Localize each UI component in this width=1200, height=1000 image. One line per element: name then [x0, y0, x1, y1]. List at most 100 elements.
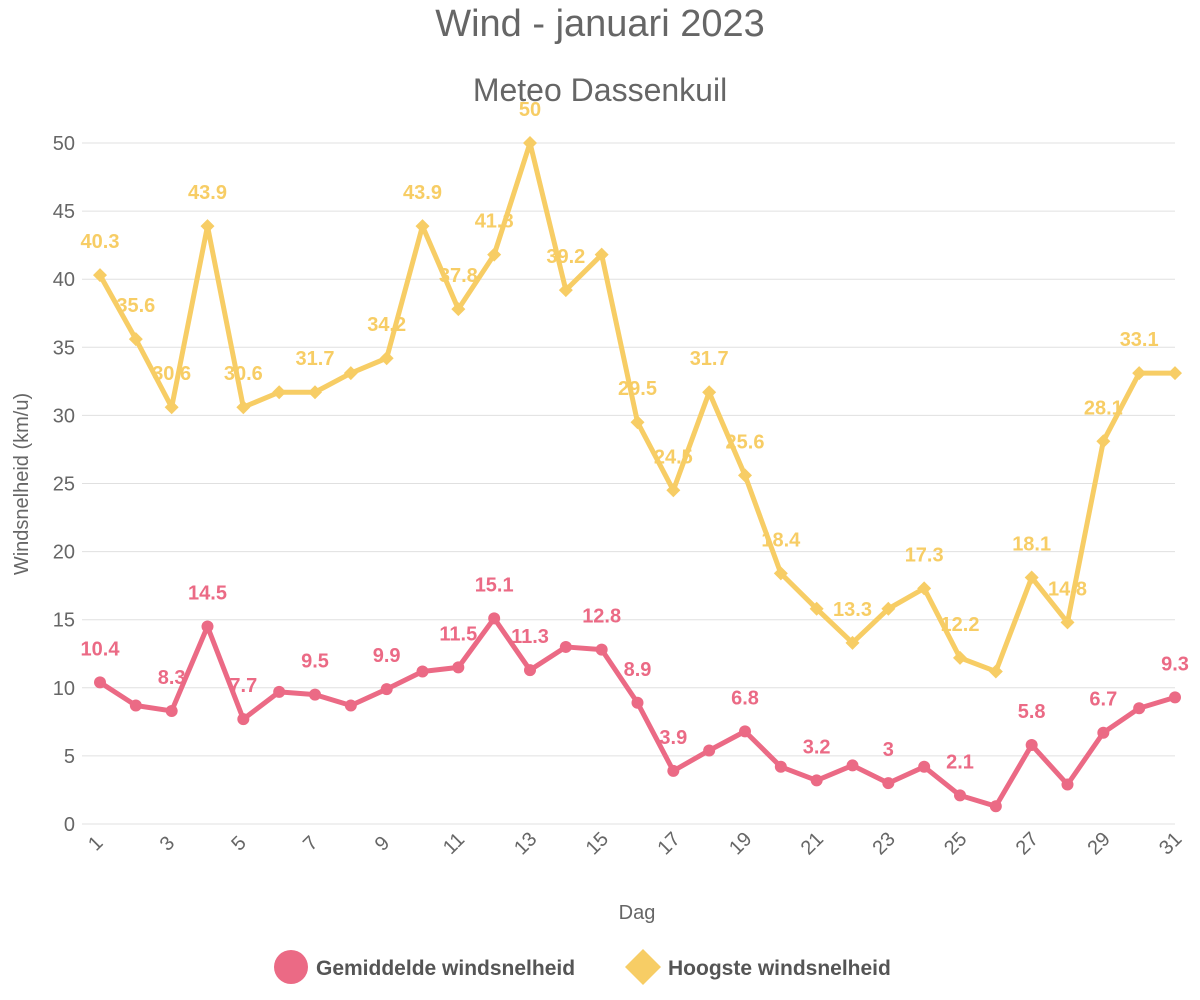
y-tick-label: 35 [53, 337, 75, 359]
data-point[interactable] [594, 247, 609, 262]
data-point[interactable] [666, 483, 681, 498]
data-point[interactable] [989, 800, 1002, 813]
data-point[interactable] [201, 620, 214, 633]
data-point[interactable] [810, 774, 823, 787]
data-point[interactable] [94, 676, 106, 689]
data-point[interactable] [774, 760, 787, 773]
y-tick-label: 45 [53, 201, 75, 223]
data-point[interactable] [129, 699, 142, 712]
x-tick-label: 29 [1083, 828, 1114, 859]
data-point[interactable] [773, 566, 788, 581]
data-point[interactable] [273, 685, 286, 698]
data-label: 34.2 [367, 314, 406, 336]
series-line [97, 140, 1178, 674]
data-point[interactable] [1061, 778, 1074, 791]
data-point[interactable] [1060, 615, 1075, 630]
data-label: 30.6 [224, 363, 263, 385]
data-label: 17.3 [905, 544, 944, 566]
data-label: 6.7 [1089, 689, 1117, 711]
data-label: 5.8 [1018, 701, 1046, 723]
data-point[interactable] [1096, 434, 1111, 449]
data-point[interactable] [164, 400, 179, 415]
data-label: 39.2 [546, 246, 585, 268]
data-point[interactable] [630, 415, 645, 430]
data-label: 9.9 [373, 645, 401, 667]
data-point[interactable] [200, 219, 215, 234]
data-label: 30.6 [152, 363, 191, 385]
data-label: 6.8 [731, 687, 759, 709]
data-point[interactable] [236, 400, 251, 415]
data-point[interactable] [1097, 726, 1110, 739]
data-label: 31.7 [690, 348, 729, 370]
legend-item-gemiddelde[interactable]: Gemiddelde windsnelheid [274, 950, 575, 984]
y-tick-label: 5 [64, 746, 75, 768]
data-label: 9.3 [1161, 653, 1189, 675]
data-point[interactable] [379, 351, 394, 366]
data-point[interactable] [488, 612, 501, 625]
data-point[interactable] [93, 268, 107, 283]
data-point[interactable] [415, 219, 430, 234]
data-point[interactable] [272, 385, 287, 400]
data-point[interactable] [988, 664, 1003, 679]
data-point[interactable] [595, 643, 608, 656]
data-point[interactable] [309, 688, 321, 701]
legend-label: Hoogste windsnelheid [668, 957, 891, 980]
data-point[interactable] [165, 704, 178, 717]
x-tick-label: 31 [1155, 828, 1186, 859]
legend[interactable]: Gemiddelde windsnelheid Hoogste windsnelh… [274, 949, 891, 985]
data-point[interactable] [1169, 691, 1181, 704]
data-point[interactable] [953, 650, 967, 665]
data-label: 2.1 [946, 751, 974, 773]
x-tick-label: 15 [582, 828, 613, 859]
data-point[interactable] [846, 759, 859, 772]
series-hoogste [93, 136, 1182, 679]
data-point[interactable] [1024, 570, 1039, 585]
chart-title: Wind - januari 2023 [435, 3, 765, 45]
data-label: 12.2 [941, 614, 980, 636]
data-label: 7.7 [229, 675, 257, 697]
data-point[interactable] [845, 635, 860, 650]
data-point[interactable] [738, 468, 752, 483]
y-axis-label: Windsnelheid (km/u) [11, 393, 33, 575]
data-point[interactable] [881, 601, 896, 616]
data-label: 3.9 [659, 727, 687, 749]
data-point[interactable] [128, 332, 143, 347]
data-point[interactable] [667, 764, 680, 777]
data-point[interactable] [1133, 702, 1146, 715]
data-point[interactable] [380, 683, 393, 696]
data-point[interactable] [487, 247, 502, 262]
x-tick-label: 9 [371, 832, 394, 855]
x-tick-label: 21 [797, 828, 828, 859]
data-point[interactable] [416, 665, 429, 678]
data-point[interactable] [809, 601, 824, 616]
data-point[interactable] [631, 696, 644, 709]
data-point[interactable] [452, 661, 465, 674]
data-point[interactable] [559, 640, 572, 653]
x-tick-label: 5 [227, 832, 250, 855]
data-point[interactable] [558, 283, 573, 298]
legend-circle-icon [274, 950, 308, 984]
data-point[interactable] [882, 777, 895, 790]
legend-item-hoogste[interactable]: Hoogste windsnelheid [625, 949, 891, 985]
data-label: 13.3 [833, 599, 872, 621]
data-point[interactable] [308, 385, 322, 400]
data-point[interactable] [343, 366, 358, 381]
data-point[interactable] [739, 725, 751, 738]
data-point[interactable] [954, 789, 966, 802]
data-point[interactable] [917, 581, 932, 596]
data-point[interactable] [702, 385, 717, 400]
data-label: 18.1 [1012, 533, 1051, 555]
data-point[interactable] [344, 699, 357, 712]
data-point[interactable] [703, 744, 716, 757]
data-point[interactable] [237, 713, 250, 726]
data-point[interactable] [1132, 366, 1147, 381]
data-point[interactable] [524, 664, 536, 677]
series-line [97, 615, 1178, 809]
data-point[interactable] [451, 302, 466, 317]
data-point[interactable] [918, 760, 931, 773]
data-point[interactable] [1025, 739, 1038, 752]
data-point[interactable] [523, 136, 537, 150]
data-label: 15.1 [475, 574, 514, 596]
data-point[interactable] [1168, 366, 1182, 381]
